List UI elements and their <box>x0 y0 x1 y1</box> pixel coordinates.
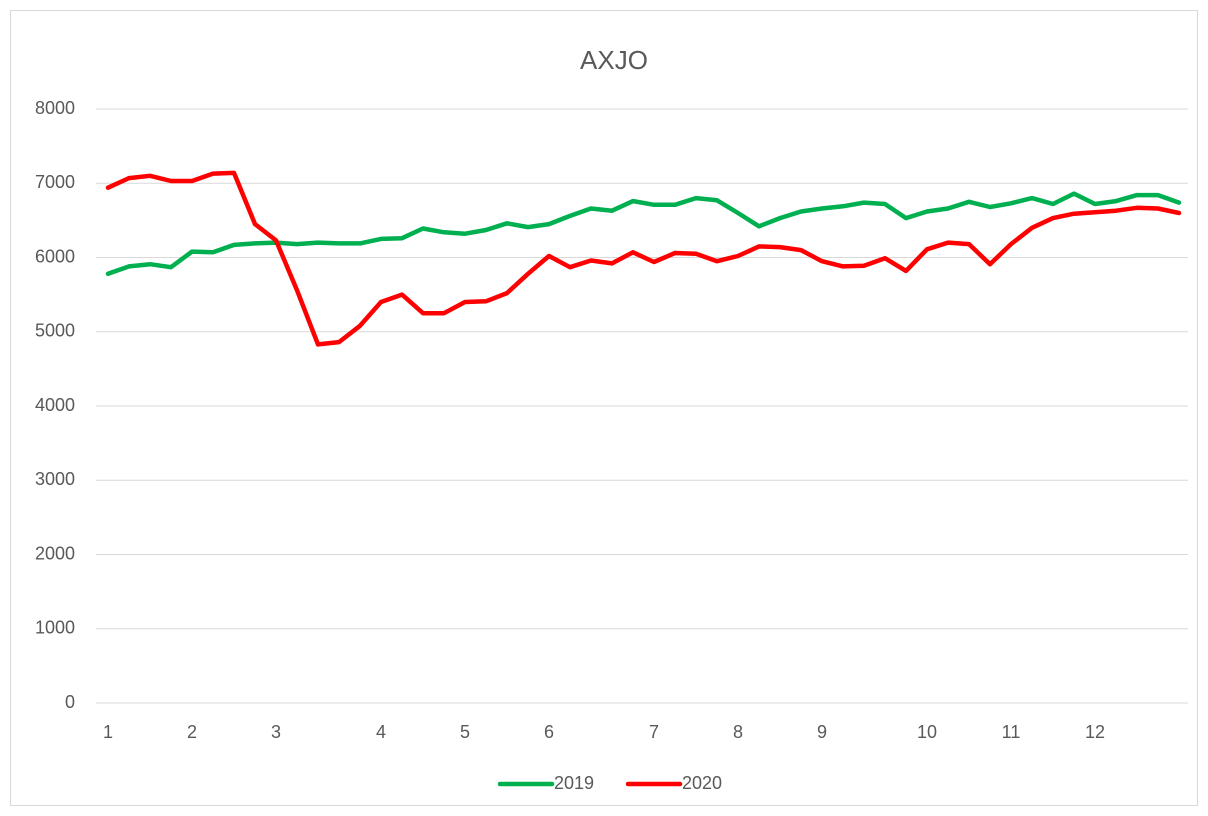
x-tick-label: 12 <box>1085 722 1105 742</box>
x-tick-label: 11 <box>1002 722 1021 742</box>
x-tick-label: 9 <box>817 722 827 742</box>
x-tick-label: 7 <box>649 722 659 742</box>
y-tick-label: 7000 <box>35 172 75 192</box>
x-tick-label: 1 <box>103 722 113 742</box>
y-tick-label: 6000 <box>35 246 75 266</box>
x-tick-label: 8 <box>733 722 743 742</box>
y-tick-label: 5000 <box>35 321 75 341</box>
x-tick-label: 6 <box>544 722 554 742</box>
chart-border <box>10 10 1198 806</box>
y-tick-label: 1000 <box>35 618 75 638</box>
x-tick-label: 4 <box>376 722 386 742</box>
x-tick-label: 3 <box>271 722 281 742</box>
data-line <box>105 170 1182 347</box>
y-tick-label: 4000 <box>35 395 75 415</box>
y-tick-label: 3000 <box>35 469 75 489</box>
x-tick-label: 5 <box>460 722 470 742</box>
data-line <box>105 191 1182 277</box>
y-tick-label: 0 <box>65 692 75 712</box>
legend-label: 2020 <box>682 773 722 793</box>
y-tick-label: 8000 <box>35 98 75 118</box>
x-tick-label: 2 <box>187 722 197 742</box>
y-tick-label: 2000 <box>35 543 75 563</box>
x-tick-label: 10 <box>917 722 937 742</box>
legend-label: 2019 <box>554 773 594 793</box>
chart-title: AXJO <box>580 45 648 75</box>
